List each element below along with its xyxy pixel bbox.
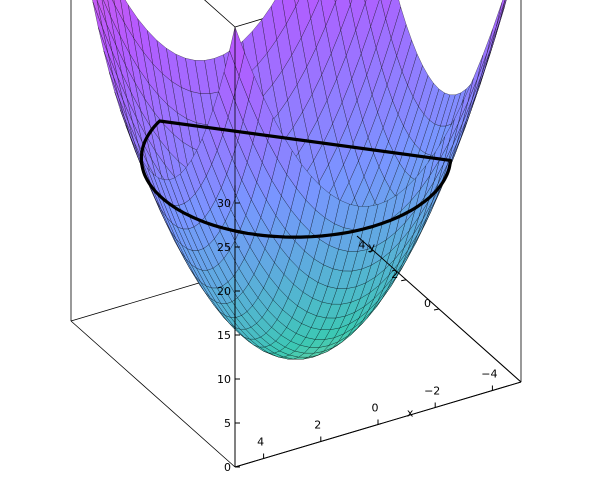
- y-tick-label: 4: [358, 239, 365, 252]
- surface-cell: [500, 0, 507, 19]
- surface-cell: [113, 0, 125, 23]
- z-tick-label: 0: [224, 461, 231, 474]
- intersection-curve: [139, 119, 453, 239]
- x-tick-label: −2: [424, 385, 440, 398]
- intersection-circle: [139, 119, 453, 239]
- y-tick-label: 2: [391, 268, 398, 281]
- y-tick: [368, 250, 374, 253]
- z-tick-label: 25: [217, 241, 231, 254]
- surface-cell: [294, 0, 300, 8]
- z-tick-label: 10: [217, 373, 231, 386]
- y-tick: [433, 308, 440, 311]
- surface-cell: [103, 0, 111, 17]
- box-edge: [204, 0, 236, 28]
- surface-cell: [107, 0, 121, 36]
- y-tick: [401, 279, 407, 282]
- surface-cell: [496, 0, 506, 26]
- surface-cell: [349, 0, 353, 6]
- x-tick-label: −4: [481, 368, 497, 381]
- z-tick-label: 30: [217, 197, 231, 210]
- y-axis-label: y: [369, 240, 376, 253]
- z-tick-label: 5: [224, 417, 231, 430]
- surface-cell: [486, 2, 503, 54]
- y-tick-label: 0: [424, 297, 431, 310]
- surface-mesh: [92, 0, 507, 360]
- surface-cell: [307, 0, 320, 19]
- x-tick-label: 0: [372, 402, 379, 415]
- surface-cell: [120, 0, 134, 39]
- box-edge: [70, 320, 236, 468]
- x-axis-label: x: [407, 407, 414, 420]
- z-tick-label: 15: [217, 329, 231, 342]
- surface-cell: [282, 0, 296, 25]
- surface-cell: [229, 26, 245, 77]
- surface-cell: [112, 0, 115, 5]
- z-tick-label: 20: [217, 285, 231, 298]
- x-tick-label: 4: [257, 436, 264, 449]
- surface-cell: [481, 25, 497, 75]
- x-tick-label: 2: [314, 419, 321, 432]
